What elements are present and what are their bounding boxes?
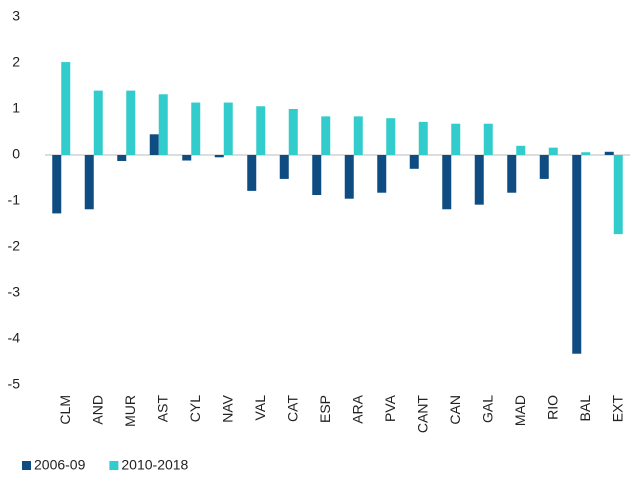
- bar: [182, 155, 192, 161]
- bar: [214, 155, 224, 158]
- bar: [288, 109, 298, 155]
- bar: [548, 147, 558, 155]
- y-tick-label: -4: [8, 330, 21, 346]
- x-tick-label: CYL: [187, 395, 203, 422]
- bar: [158, 94, 168, 155]
- bar: [418, 121, 428, 155]
- y-tick-label: 2: [12, 54, 20, 70]
- bar: [442, 155, 452, 210]
- y-tick-label: -3: [8, 284, 21, 300]
- bar: [149, 134, 159, 155]
- bar: [279, 155, 289, 179]
- bar: [581, 152, 591, 155]
- bar: [474, 155, 484, 205]
- x-tick-label: NAV: [219, 394, 235, 422]
- bar: [256, 106, 266, 155]
- bar: [539, 155, 549, 179]
- y-tick-label: 1: [12, 100, 20, 116]
- bar: [117, 155, 127, 161]
- bar: [613, 155, 623, 235]
- x-tick-label: AST: [154, 395, 170, 423]
- bar: [451, 123, 461, 155]
- x-tick-label: CAN: [447, 395, 463, 425]
- y-tick-label: -5: [8, 376, 21, 392]
- x-tick-label: AND: [89, 395, 105, 425]
- x-tick-label: CAT: [284, 395, 300, 422]
- bar: [507, 155, 517, 193]
- legend-swatch: [109, 461, 119, 470]
- bar: [572, 155, 582, 354]
- bar: [247, 155, 257, 191]
- bar: [61, 62, 71, 155]
- bar: [409, 155, 419, 169]
- y-tick-label: -2: [8, 238, 21, 254]
- x-tick-label: EXT: [609, 395, 625, 423]
- x-tick-label: ESP: [317, 395, 333, 423]
- legend-label: 2010-2018: [121, 457, 188, 473]
- bar: [604, 151, 614, 155]
- bar: [516, 145, 526, 155]
- bar: [353, 116, 363, 155]
- x-tick-label: CANT: [414, 395, 430, 434]
- x-tick-label: RIO: [544, 395, 560, 420]
- x-tick-label: ARA: [349, 394, 365, 423]
- y-tick-label: -1: [8, 192, 21, 208]
- legend-swatch: [22, 461, 31, 470]
- x-tick-label: MAD: [512, 395, 528, 426]
- legend-label: 2006-09: [34, 457, 86, 473]
- bar: [84, 155, 94, 210]
- bar: [126, 90, 136, 155]
- y-tick-label: 3: [12, 8, 20, 24]
- bar: [191, 102, 201, 155]
- x-tick-label: MUR: [122, 395, 138, 427]
- bar: [223, 102, 233, 155]
- x-tick-label: PVA: [382, 394, 398, 422]
- x-tick-label: VAL: [252, 395, 268, 421]
- bar: [93, 90, 103, 155]
- x-tick-label: CLM: [57, 395, 73, 425]
- bar: [344, 155, 354, 199]
- bar: [312, 155, 322, 196]
- y-tick-label: 0: [12, 146, 20, 162]
- x-tick-label: GAL: [479, 395, 495, 423]
- bar: [386, 118, 396, 155]
- x-tick-label: BAL: [577, 395, 593, 422]
- bar: [377, 155, 387, 193]
- bar: [321, 116, 331, 155]
- bar: [483, 123, 493, 155]
- bar: [52, 155, 62, 214]
